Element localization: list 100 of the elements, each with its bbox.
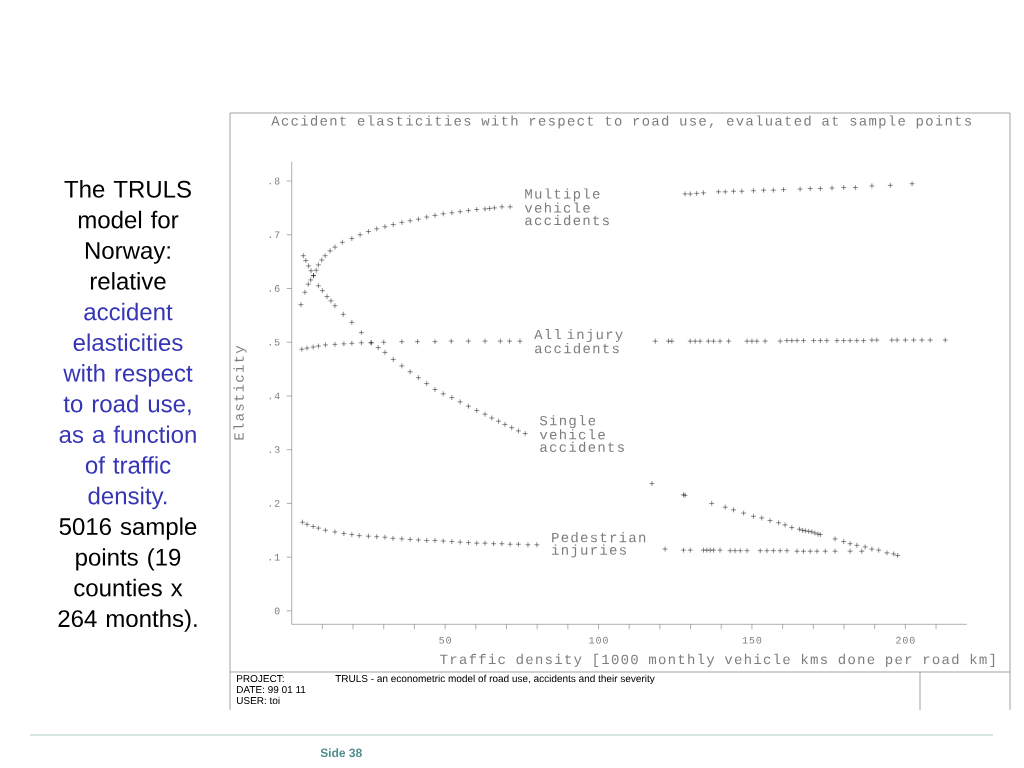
y-tick-label: 0: [274, 607, 280, 615]
point: [473, 206, 480, 213]
point: [499, 204, 505, 210]
point: [382, 223, 388, 230]
point: [750, 187, 757, 194]
point: [760, 187, 767, 193]
point: [332, 529, 338, 535]
y-tick-label: .3: [269, 446, 280, 454]
point: [313, 267, 319, 273]
point: [486, 205, 493, 212]
point: [449, 210, 455, 216]
point: [817, 337, 824, 344]
point: [319, 257, 325, 263]
point: [784, 547, 790, 554]
point: [889, 337, 895, 343]
point: [727, 547, 733, 554]
point: [749, 338, 755, 344]
point: [315, 525, 322, 531]
point: [692, 338, 698, 344]
point: [869, 337, 875, 343]
point: [465, 539, 472, 546]
point: [902, 337, 909, 343]
point: [322, 252, 328, 259]
point: [707, 547, 713, 553]
text: Side 38: [320, 748, 362, 758]
point: [341, 530, 347, 537]
point: [440, 538, 446, 544]
point: [482, 206, 488, 212]
point: [349, 235, 355, 242]
point: [725, 338, 732, 344]
point: [662, 546, 668, 552]
point: [817, 185, 824, 192]
point: [859, 548, 865, 554]
point: [298, 301, 304, 308]
point: [910, 337, 917, 343]
text: PROJECT:: [237, 675, 284, 683]
point: [834, 337, 840, 344]
point: [440, 211, 446, 217]
x-tick-label: 100: [589, 636, 608, 644]
point: [744, 547, 750, 554]
point: [507, 204, 513, 210]
y-tick-label: .6: [269, 285, 280, 292]
text: TRULS - an econometric model of road use, accidents and their severity: [335, 674, 655, 685]
point: [322, 527, 329, 534]
point: [687, 191, 693, 197]
point: [473, 540, 480, 546]
point: [715, 189, 722, 195]
point: [299, 346, 305, 352]
point: [299, 519, 306, 525]
point: [800, 548, 807, 554]
point: [869, 183, 875, 189]
point: [777, 547, 783, 554]
point: [687, 338, 693, 344]
point: [704, 547, 710, 553]
text: DATE: 99 01 11: [237, 686, 306, 694]
point: [302, 289, 308, 295]
point: [432, 338, 438, 345]
point: [700, 547, 707, 553]
point: [399, 536, 405, 542]
point: [794, 337, 800, 344]
point: [807, 548, 813, 554]
point: [840, 337, 847, 344]
point: [356, 532, 362, 539]
point: [390, 221, 396, 228]
point: [415, 216, 422, 222]
point: [777, 338, 783, 344]
point: [794, 548, 800, 554]
point: [515, 541, 522, 547]
point: [754, 338, 760, 344]
point: [381, 339, 387, 345]
point: [448, 338, 454, 344]
series-label: All injury accidents: [534, 328, 623, 354]
y-tick-label: .2: [269, 500, 280, 507]
point: [497, 338, 504, 344]
point: [327, 248, 333, 254]
point: [909, 180, 915, 187]
point: [789, 337, 795, 344]
y-tick-label: .7: [269, 231, 280, 239]
x-tick-label: 150: [742, 636, 762, 644]
point: [847, 548, 853, 554]
point: [680, 547, 687, 553]
x-tick-label: 200: [896, 636, 915, 644]
point: [697, 338, 703, 344]
point: [814, 548, 820, 554]
point: [465, 207, 472, 214]
point: [423, 214, 430, 220]
point: [315, 262, 322, 268]
point: [687, 547, 693, 553]
point: [399, 338, 405, 345]
point: [874, 337, 880, 343]
point: [407, 218, 413, 224]
point: [705, 338, 712, 344]
point: [800, 337, 807, 344]
point: [942, 337, 948, 343]
point: [304, 345, 310, 351]
point: [860, 337, 867, 344]
point: [780, 186, 787, 193]
point: [717, 547, 723, 553]
point: [700, 190, 707, 196]
point: [770, 547, 777, 554]
